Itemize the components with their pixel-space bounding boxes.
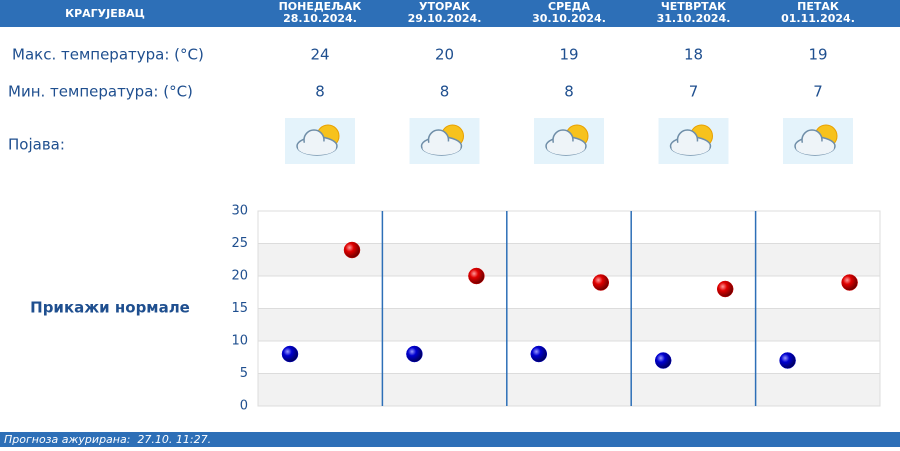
point [841, 274, 858, 291]
point [468, 267, 485, 285]
cloud [298, 141, 336, 155]
max-temp: 19 [808, 46, 827, 64]
footer: Прогноза ажурирана: 27.10. 11:27. [4, 433, 211, 446]
weather-icon [658, 118, 729, 164]
footer-bar [0, 432, 900, 447]
weather-icon [285, 118, 355, 164]
max-label: Макс. температура: (°C) [12, 46, 204, 64]
weather-icon [783, 118, 853, 164]
day-name: СРЕДА [548, 0, 590, 13]
max-temp: 18 [684, 46, 703, 64]
min-temp: 7 [813, 83, 823, 101]
day-date: 29.10.2024. [408, 12, 482, 25]
day-name: ЧЕТВРТАК [661, 0, 726, 13]
cloud [796, 141, 834, 155]
weather-icon [534, 118, 604, 164]
cloud [547, 141, 585, 155]
y-tick-label: 10 [231, 334, 248, 349]
plot-frame [257, 210, 881, 407]
point [343, 241, 361, 259]
min-temp: 8 [315, 83, 325, 101]
y-tick-label: 25 [231, 236, 248, 251]
y-tick-label: 15 [231, 301, 248, 316]
weather-label: Појава: [8, 136, 65, 154]
min-temp: 8 [440, 83, 450, 101]
point [716, 280, 734, 298]
point [406, 345, 423, 363]
grid-band [258, 308, 880, 341]
day-date: 30.10.2024. [532, 12, 606, 25]
min-label: Мин. температура: (°C) [8, 83, 193, 101]
day-name: УТОРАК [419, 0, 470, 13]
point [779, 352, 796, 369]
max-temp: 20 [435, 46, 454, 64]
cloud [422, 141, 461, 155]
weather-icon [409, 118, 480, 164]
day-name: ПЕТАК [797, 0, 839, 13]
day-date: 01.11.2024. [781, 12, 855, 25]
max-temp: 24 [310, 46, 329, 64]
cloud [671, 141, 710, 155]
y-tick-label: 20 [231, 269, 248, 284]
y-tick-label: 30 [231, 204, 248, 219]
y-tick-label: 5 [240, 366, 248, 381]
day-name: ПОНЕДЕЉАК [279, 0, 362, 13]
point [530, 345, 548, 363]
day-date: 28.10.2024. [283, 12, 357, 25]
min-temp: 8 [564, 83, 574, 101]
grid-band [258, 243, 880, 276]
point [654, 352, 672, 369]
max-temp: 19 [559, 46, 578, 64]
day-date: 31.10.2024. [657, 12, 731, 25]
point [281, 345, 299, 363]
min-temp: 7 [689, 83, 699, 101]
header-bar [0, 0, 900, 27]
normals-toggle[interactable]: Прикажи нормале [30, 299, 190, 317]
y-tick-label: 0 [240, 399, 248, 414]
grid-band [258, 373, 880, 406]
point [592, 274, 610, 291]
city: КРАГУЈЕВАЦ [65, 7, 145, 20]
